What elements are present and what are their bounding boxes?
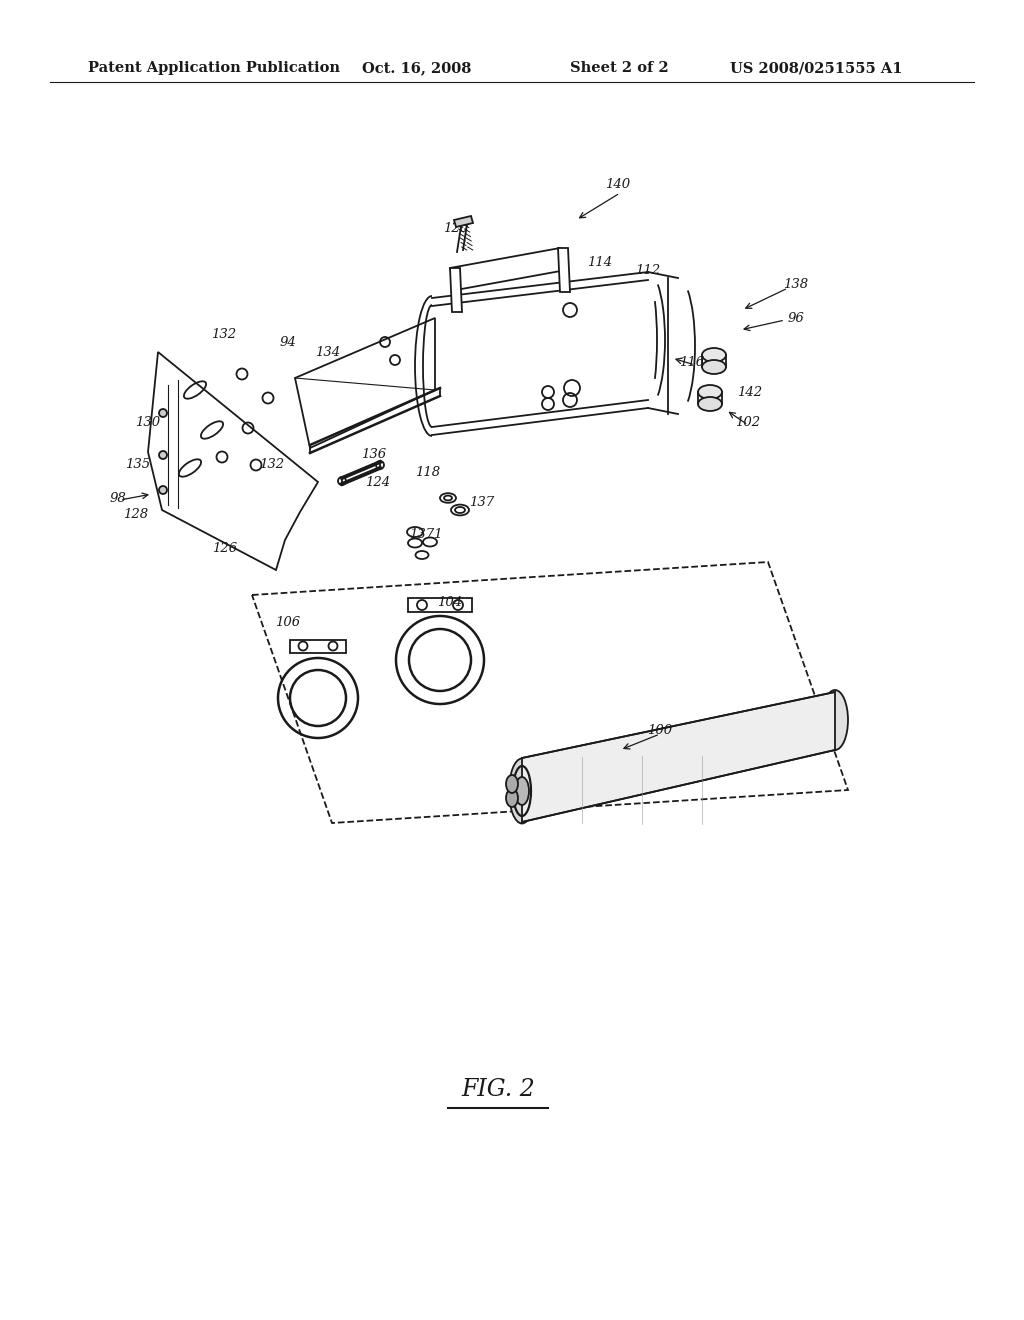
Text: Oct. 16, 2008: Oct. 16, 2008 [362,61,471,75]
Ellipse shape [702,360,726,374]
Ellipse shape [698,385,722,399]
Text: 94: 94 [280,335,296,348]
Text: 138: 138 [783,279,809,292]
Text: 104: 104 [437,595,463,609]
Text: 118: 118 [416,466,440,479]
Text: 130: 130 [135,416,161,429]
Text: 116: 116 [680,355,705,368]
Text: 100: 100 [647,723,673,737]
Text: FIG. 2: FIG. 2 [461,1078,535,1101]
Polygon shape [450,248,566,290]
Text: 102: 102 [735,416,761,429]
Circle shape [159,409,167,417]
Text: Patent Application Publication: Patent Application Publication [88,61,340,75]
Ellipse shape [698,397,722,411]
Text: 1371: 1371 [410,528,442,541]
Text: Sheet 2 of 2: Sheet 2 of 2 [570,61,669,75]
Text: 98: 98 [110,491,126,504]
Text: 136: 136 [361,449,387,462]
Polygon shape [454,216,473,227]
Text: 114: 114 [588,256,612,268]
Text: 140: 140 [605,178,631,191]
Text: 137: 137 [469,495,495,508]
Text: 106: 106 [275,615,301,628]
Text: 132: 132 [211,329,237,342]
Text: 120: 120 [443,222,469,235]
Ellipse shape [506,789,518,807]
Text: US 2008/0251555 A1: US 2008/0251555 A1 [730,61,902,75]
Text: 128: 128 [124,507,148,520]
Ellipse shape [509,759,535,824]
Text: 126: 126 [212,541,238,554]
Polygon shape [450,268,462,312]
Polygon shape [290,640,346,653]
Ellipse shape [515,777,529,805]
Circle shape [159,451,167,459]
Text: 124: 124 [366,475,390,488]
Ellipse shape [506,775,518,793]
Polygon shape [148,352,318,570]
Text: 134: 134 [315,346,341,359]
Text: 132: 132 [259,458,285,471]
Polygon shape [558,248,570,292]
Circle shape [159,486,167,494]
Ellipse shape [822,690,848,750]
Polygon shape [295,318,435,447]
Ellipse shape [702,348,726,362]
Text: 112: 112 [636,264,660,276]
Text: 96: 96 [787,312,805,325]
Text: 135: 135 [125,458,151,471]
Text: 142: 142 [737,385,763,399]
Polygon shape [408,598,472,612]
Polygon shape [522,692,835,822]
